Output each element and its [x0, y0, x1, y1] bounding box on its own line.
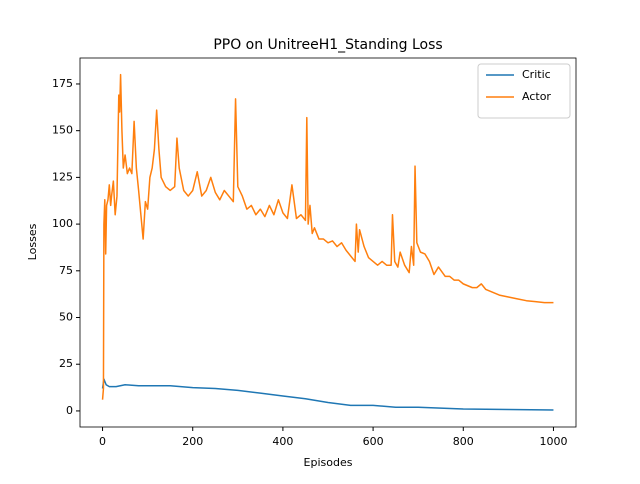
legend-label: Critic	[522, 68, 551, 81]
y-tick-label: 75	[59, 264, 73, 277]
y-tick-label: 175	[52, 77, 73, 90]
x-tick-label: 800	[453, 435, 474, 448]
line	[101, 73, 554, 400]
y-tick-label: 125	[52, 170, 73, 183]
x-tick-label: 1000	[539, 435, 567, 448]
axes-frame	[79, 57, 577, 428]
x-tick-label: 600	[363, 435, 384, 448]
line	[101, 378, 554, 411]
x-tick-label: 0	[99, 435, 106, 448]
chart-title: PPO on UnitreeH1_Standing Loss	[213, 37, 442, 53]
x-tick-label: 400	[272, 435, 293, 448]
x-tick-label: 200	[182, 435, 203, 448]
y-tick-label: 150	[52, 124, 73, 137]
y-tick-label: 100	[52, 217, 73, 230]
y-tick-label: 50	[59, 311, 73, 324]
legend-box	[477, 63, 571, 119]
y-tick-label: 0	[66, 404, 73, 417]
x-axis-label: Episodes	[304, 456, 353, 469]
y-tick-label: 25	[59, 357, 73, 370]
y-axis-label: Losses	[26, 223, 39, 260]
legend-label: Actor	[522, 90, 551, 103]
